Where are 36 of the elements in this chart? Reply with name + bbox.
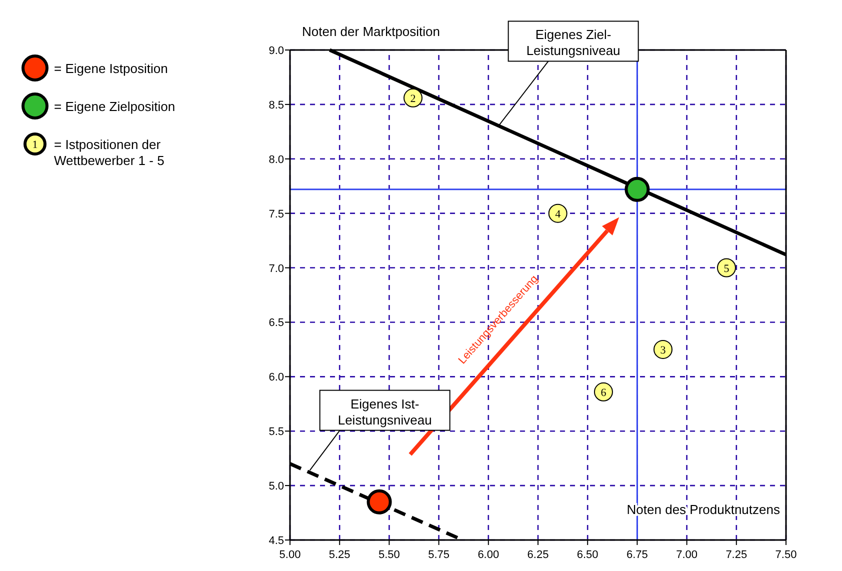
y-tick-label: 8.5 [268,99,284,112]
x-tick-label: 7.00 [676,549,698,561]
y-axis-title: Noten der Marktposition [302,24,440,39]
annotation: 3 [660,344,666,356]
annotation: 2 [410,92,416,105]
y-tick-label: 5.5 [268,426,284,438]
y-tick-label: 8.0 [268,154,284,166]
annotation: 5 [724,262,730,275]
point [366,489,392,514]
x-tick-label: 6.00 [478,549,500,561]
point [624,176,650,202]
y-tick-label: 4.5 [268,535,284,547]
x-tick-label: 7.25 [726,549,748,561]
x-tick-label: 6.50 [576,549,598,561]
x-tick-label: 6.25 [527,549,549,561]
y-tick-label: 7.0 [268,262,284,275]
x-tick-label: 7.50 [775,549,797,561]
annotation: 4 [555,208,562,220]
y-tick-label: 6.0 [268,372,284,384]
x-tick-label: 5.25 [328,549,350,561]
y-tick-label: 5.0 [268,480,284,493]
legend-label: = Eigene Istposition [54,61,168,76]
legend-label: = Istpositionen der Wettbewerber 1 - 5 [54,137,164,168]
x-tick-label: 5.50 [378,549,400,561]
x-tick-label: 5.00 [279,549,301,561]
y-tick-label: 6.5 [268,317,284,330]
x-tick-label: 6.75 [626,549,648,561]
text: 1 [32,139,38,151]
y-tick-label: 7.5 [268,208,284,220]
annotation: Eigenes Ist- Leistungsniveau [338,396,432,428]
y-tick-label: 9.0 [268,45,284,57]
point [404,88,423,108]
annotation: Eigenes Ziel- Leistungsniveau [526,27,620,58]
annotation: 6 [600,386,607,399]
legend-label: = Eigene Zielposition [54,99,176,114]
x-tick-label: 5.75 [428,549,450,561]
